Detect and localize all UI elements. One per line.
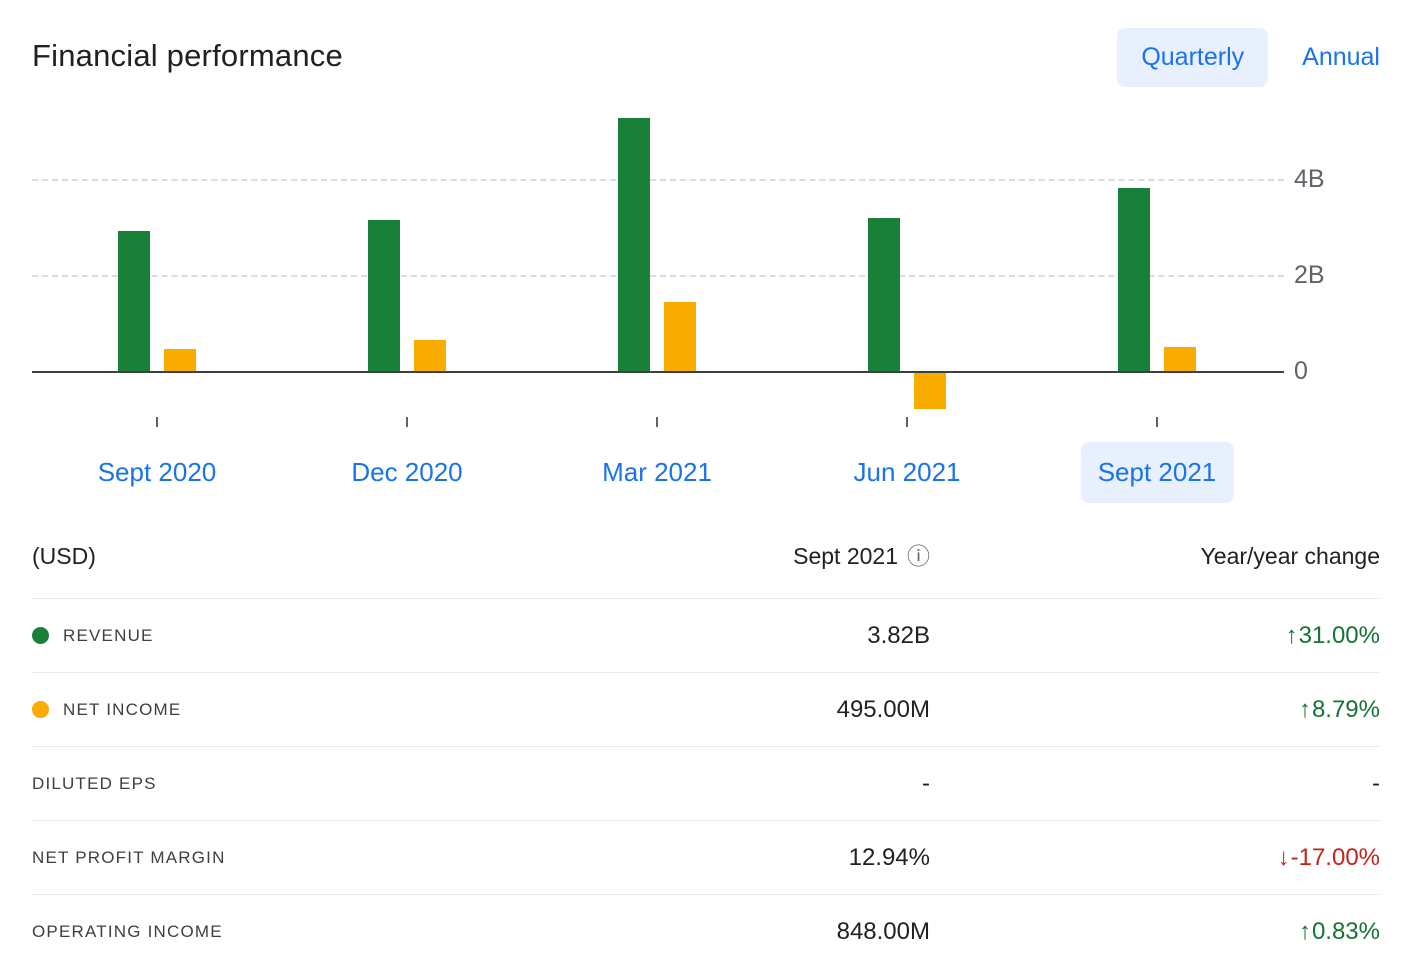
card-header: Financial performance Quarterly Annual (32, 0, 1380, 87)
gridline-2b (32, 275, 1284, 277)
x-axis-tick (406, 417, 408, 427)
x-label-sept-2021[interactable]: Sept 2021 (1080, 442, 1234, 503)
x-axis-line (32, 371, 1284, 373)
table-header-change: Year/year change (1200, 543, 1380, 569)
net-profit-margin-value: 12.94% (848, 843, 930, 871)
revenue-value: 3.82B (867, 621, 930, 649)
plot-area (32, 95, 1284, 515)
row-label-text: NET PROFIT MARGIN (32, 847, 226, 867)
operating-income-value: 848.00M (836, 917, 930, 945)
x-label-dec-2020[interactable]: Dec 2020 (351, 457, 463, 487)
table-header-row: (USD) Sept 2021 ⓘ Year/year change (32, 515, 1380, 599)
x-axis-tick (906, 417, 908, 427)
change-text: 31.00% (1298, 621, 1380, 649)
bar-net-income-sept-2021[interactable] (1164, 347, 1196, 371)
table-header-period: Sept 2021 ⓘ (570, 543, 930, 570)
x-axis-tick (1156, 417, 1158, 427)
net-profit-margin-change: ↓ -17.00% (930, 844, 1380, 872)
page-title: Financial performance (32, 38, 343, 73)
row-label-text: NET INCOME (63, 699, 182, 719)
tab-annual[interactable]: Annual (1302, 43, 1380, 71)
bar-net-income-dec-2020[interactable] (414, 340, 446, 371)
bar-revenue-sept-2021[interactable] (1118, 188, 1150, 371)
change-text: - (1372, 769, 1380, 797)
info-icon[interactable]: ⓘ (907, 543, 930, 569)
diluted-eps-value: - (922, 769, 930, 797)
gridline-4b (32, 179, 1284, 181)
revenue-change: ↑ 31.00% (930, 622, 1380, 650)
row-label-diluted-eps: DILUTED EPS (32, 774, 570, 794)
bar-revenue-dec-2020[interactable] (368, 220, 400, 371)
table-row-diluted-eps: DILUTED EPS - - (32, 747, 1380, 821)
revenue-legend-dot (32, 627, 49, 644)
net-income-value: 495.00M (836, 695, 930, 723)
table-row-operating-income: OPERATING INCOME 848.00M ↑ 0.83% (32, 895, 1380, 958)
table-row-revenue: REVENUE 3.82B ↑ 31.00% (32, 599, 1380, 673)
up-arrow-icon: ↑ (1298, 695, 1311, 723)
table-header-period-label: Sept 2021 (793, 543, 898, 569)
row-label-text: DILUTED EPS (32, 773, 157, 793)
x-label-jun-2021[interactable]: Jun 2021 (853, 457, 961, 487)
table-row-net-profit-margin: NET PROFIT MARGIN 12.94% ↓ -17.00% (32, 821, 1380, 895)
operating-income-change: ↑ 0.83% (930, 918, 1380, 946)
bar-net-income-mar-2021[interactable] (664, 302, 696, 371)
up-arrow-icon: ↑ (1285, 621, 1298, 649)
bar-revenue-sept-2020[interactable] (118, 231, 150, 371)
y-axis-label-zero: 0 (1294, 357, 1308, 385)
row-label-net-income: NET INCOME (32, 700, 570, 720)
y-axis-label-2b: 2B (1294, 261, 1325, 289)
down-arrow-icon: ↓ (1277, 843, 1290, 871)
change-text: 8.79% (1311, 695, 1380, 723)
row-label-operating-income: OPERATING INCOME (32, 922, 570, 942)
period-toggle: Quarterly Annual (1117, 28, 1380, 87)
bar-revenue-mar-2021[interactable] (618, 118, 650, 371)
net-income-change: ↑ 8.79% (930, 696, 1380, 724)
bar-net-income-jun-2021[interactable] (914, 373, 946, 409)
tab-quarterly[interactable]: Quarterly (1117, 28, 1269, 87)
up-arrow-icon: ↑ (1298, 917, 1311, 945)
row-label-revenue: REVENUE (32, 626, 570, 646)
financial-chart: 4B 2B 0 Sept 2020 Dec 2020 Mar 2021 Jun … (32, 95, 1380, 515)
table-header-currency: (USD) (32, 543, 96, 569)
change-text: 0.83% (1311, 917, 1380, 945)
row-label-text: OPERATING INCOME (32, 921, 223, 941)
change-text: -17.00% (1290, 843, 1380, 871)
y-axis-label-4b: 4B (1294, 165, 1325, 193)
net-income-legend-dot (32, 701, 49, 718)
diluted-eps-change: - (930, 770, 1380, 798)
x-label-mar-2021[interactable]: Mar 2021 (602, 457, 712, 487)
x-axis-tick (656, 417, 658, 427)
x-axis-tick (156, 417, 158, 427)
row-label-text: REVENUE (63, 625, 154, 645)
x-label-sept-2020[interactable]: Sept 2020 (97, 457, 217, 487)
bar-net-income-sept-2020[interactable] (164, 349, 196, 371)
bar-revenue-jun-2021[interactable] (868, 218, 900, 371)
financial-table: (USD) Sept 2021 ⓘ Year/year change REVEN… (32, 515, 1380, 958)
row-label-net-profit-margin: NET PROFIT MARGIN (32, 848, 570, 868)
table-row-net-income: NET INCOME 495.00M ↑ 8.79% (32, 673, 1380, 747)
